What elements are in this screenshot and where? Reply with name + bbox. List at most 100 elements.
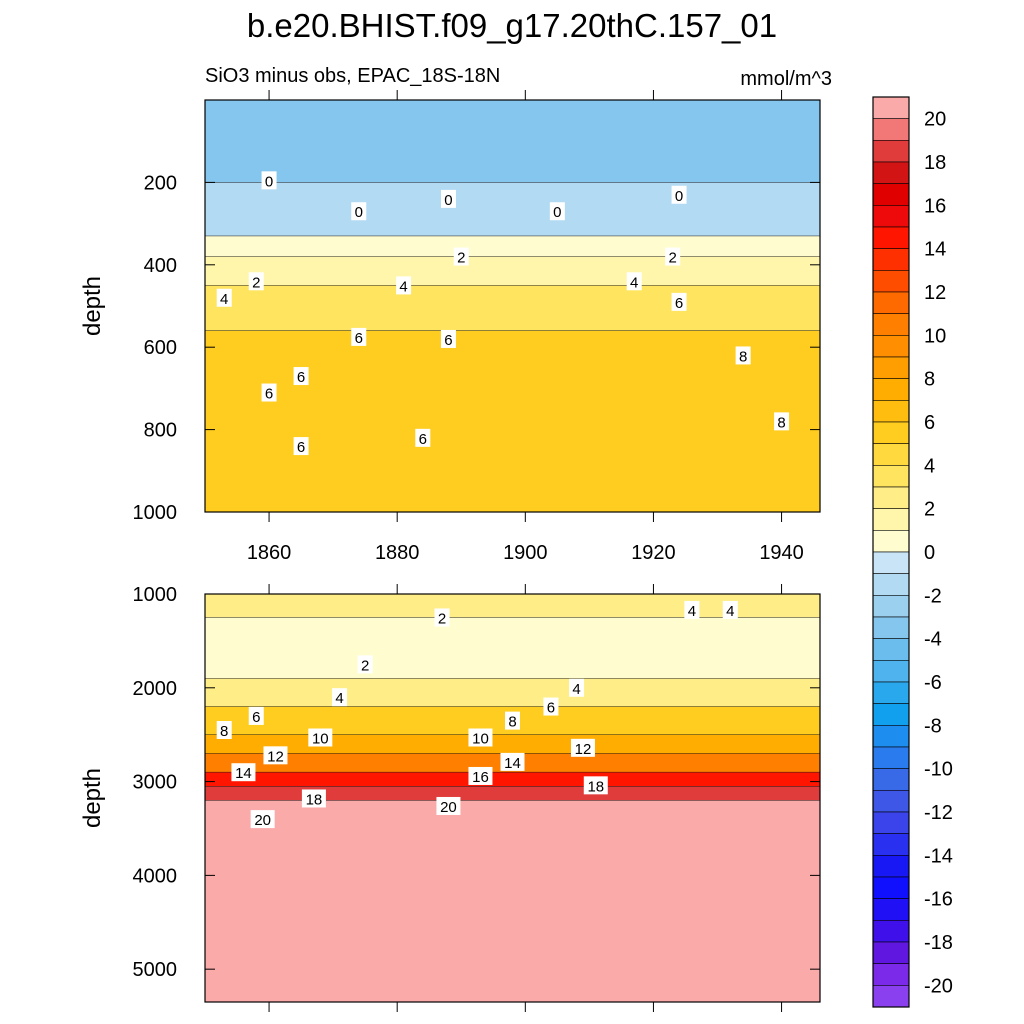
colorbar-cell (872, 400, 910, 423)
contour-label-bg (308, 728, 333, 747)
colorbar-cell (872, 313, 910, 336)
chart-title: b.e20.BHIST.f09_g17.20thC.157_01 (247, 7, 777, 44)
contour-label: 4 (399, 278, 407, 295)
contour-label: 6 (265, 386, 273, 403)
contour-label-bg (250, 810, 275, 829)
colorbar-cell (872, 335, 910, 358)
colorbar-cell (872, 790, 910, 813)
colorbar-cell (872, 595, 910, 618)
y-tick-label: 1000 (133, 584, 178, 606)
colorbar-cell (872, 486, 910, 509)
contour-label-bg (453, 247, 469, 266)
contour-label-bg (671, 292, 687, 311)
chart-subtitle: SiO3 minus obs, EPAC_18S-18N (205, 65, 500, 87)
contour-label: 4 (335, 690, 343, 707)
fill-band (205, 617, 820, 679)
fill-band (205, 256, 820, 286)
contour-label: 4 (688, 603, 696, 620)
x-tick-label: 1900 (503, 542, 548, 564)
contour-label-bg (301, 789, 326, 808)
contour-label: 0 (355, 204, 363, 221)
x-tick-label: 1880 (375, 542, 420, 564)
colorbar-tick-label: -2 (924, 585, 942, 607)
contour-label-bg (505, 711, 520, 730)
colorbar-frame (872, 96, 910, 1008)
colorbar-tick-label: 10 (924, 325, 946, 347)
contour-label-bg (216, 721, 232, 739)
contour-label-bg (248, 272, 264, 291)
contour-label-bg (440, 189, 456, 208)
colorbar-tick-label: 4 (924, 455, 935, 477)
colorbar-cell (872, 270, 910, 293)
contour-label-bg (351, 327, 367, 346)
contour-label: 6 (547, 700, 555, 717)
contour-label: 10 (312, 731, 329, 748)
colorbar-tick-label: -12 (924, 802, 953, 824)
colorbar-tick-label: -10 (924, 759, 953, 781)
contour-label: 4 (572, 681, 580, 698)
colorbar: 20181614121086420-2-4-6-8-10-12-14-16-18… (872, 96, 953, 1008)
contour-label-bg (774, 412, 790, 431)
y-tick-label: 1000 (133, 502, 178, 524)
colorbar-cell (872, 465, 910, 488)
colorbar-tick-label: 6 (924, 412, 935, 434)
contour-label-bg (722, 600, 738, 619)
y-tick-label: 200 (144, 172, 177, 194)
colorbar-cell (872, 421, 910, 444)
y-tick-label: 3000 (133, 772, 178, 794)
y-tick-label: 2000 (133, 678, 178, 700)
colorbar-tick-label: 8 (924, 369, 935, 391)
contour-label: 14 (504, 755, 521, 772)
colorbar-tick-label: 0 (924, 542, 935, 564)
colorbar-cell (872, 985, 910, 1008)
contour-label-bg (468, 766, 493, 785)
contour-label-bg (570, 738, 595, 757)
contour-label-bg (396, 276, 412, 295)
colorbar-tick-label: 14 (924, 239, 946, 261)
fill-band (205, 678, 820, 707)
contour-label-bg (293, 367, 309, 386)
colorbar-cell (872, 703, 910, 726)
y-axis-label: depth (79, 276, 106, 336)
contour-label: 0 (265, 173, 273, 190)
x-tick-label: 1920 (631, 542, 676, 564)
contour-label-bg (543, 697, 559, 716)
colorbar-cell (872, 248, 910, 271)
contour-label-bg (569, 678, 585, 697)
colorbar-tick-label: -16 (924, 889, 953, 911)
contour-label-bg (261, 171, 277, 190)
colorbar-cell (872, 876, 910, 899)
colorbar-cell (872, 96, 910, 119)
contour-label-bg (357, 655, 373, 674)
contour-label-bg (231, 763, 256, 782)
contour-label: 18 (587, 778, 604, 795)
contour-label: 16 (472, 769, 489, 786)
contour-label: 6 (419, 431, 427, 448)
contour-label: 4 (630, 274, 638, 291)
contour-label-bg (216, 288, 232, 307)
contour-label: 2 (252, 274, 260, 291)
colorbar-cell (872, 920, 910, 943)
contour-label-bg (436, 796, 461, 815)
colorbar-cell (872, 118, 910, 141)
colorbar-cell (872, 205, 910, 228)
colorbar-tick-label: -6 (924, 672, 942, 694)
contour-label: 4 (220, 291, 228, 308)
colorbar-cell (872, 226, 910, 249)
chart-units: mmol/m^3 (740, 68, 832, 90)
contour-label: 2 (668, 250, 676, 267)
colorbar-cell (872, 833, 910, 856)
contour-label-bg (434, 608, 450, 627)
colorbar-cell (872, 725, 910, 748)
contour-label: 6 (444, 332, 452, 349)
colorbar-tick-label: -20 (924, 975, 953, 997)
colorbar-cell (872, 941, 910, 964)
colorbar-tick-label: -4 (924, 629, 942, 651)
y-tick-label: 4000 (133, 865, 178, 887)
contour-label-bg (500, 752, 525, 771)
colorbar-cell (872, 681, 910, 704)
colorbar-tick-label: -18 (924, 932, 953, 954)
contour-label: 8 (508, 714, 516, 731)
